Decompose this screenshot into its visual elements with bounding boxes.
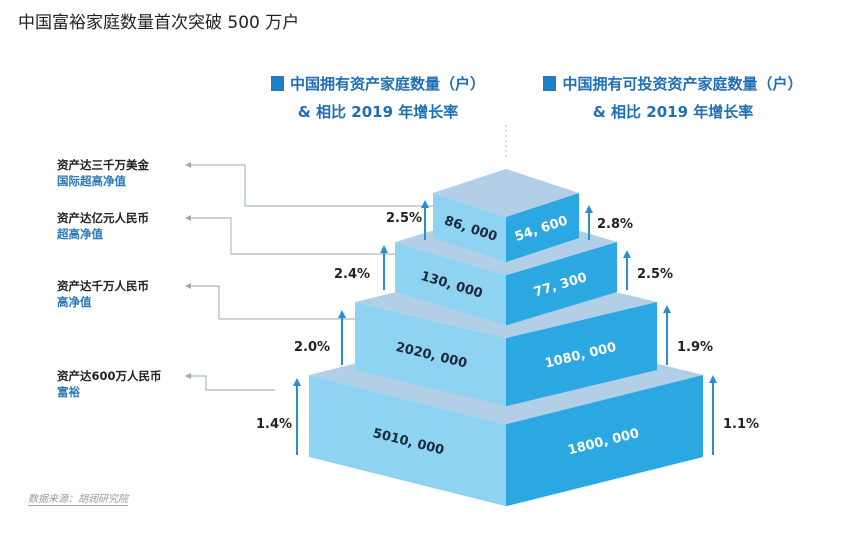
assets-growth-1: 2.4% bbox=[334, 267, 371, 282]
legend-label: 中国拥有可投资资产家庭数量（户） bbox=[562, 75, 803, 93]
tier-left-face bbox=[395, 242, 506, 326]
callout-line bbox=[191, 375, 275, 391]
legend-swatch bbox=[543, 76, 557, 91]
investable-growth-1: 2.5% bbox=[637, 267, 674, 282]
tier-right-face bbox=[506, 193, 579, 263]
arrowhead-icon bbox=[585, 205, 593, 213]
legend-investable: 中国拥有可投资资产家庭数量（户） & 相比 2019 年增长率 bbox=[528, 70, 818, 126]
tier-label-2: 资产达千万人民币 高净值 bbox=[57, 279, 149, 309]
data-source: 数据来源：胡润研究院 bbox=[28, 490, 128, 506]
legend-sublabel: & 相比 2019 年增长率 bbox=[592, 103, 754, 121]
tier-left-face bbox=[433, 193, 506, 263]
assets-growth-0: 2.5% bbox=[386, 211, 423, 226]
arrowhead-icon bbox=[421, 200, 429, 208]
page-title: 中国富裕家庭数量首次突破 500 万户 bbox=[18, 13, 300, 33]
arrowhead-icon bbox=[338, 310, 346, 318]
arrowhead-icon bbox=[709, 375, 717, 383]
tier-right-face bbox=[506, 242, 617, 326]
legend-label: 中国拥有资产家庭数量（户） bbox=[289, 75, 485, 93]
arrowhead-icon bbox=[663, 305, 671, 313]
callout-line bbox=[191, 164, 433, 207]
tier-label-3: 资产达600万人民币 富裕 bbox=[57, 369, 162, 399]
callout-line bbox=[191, 285, 355, 320]
tier-label-1: 资产达亿元人民币 超高净值 bbox=[57, 211, 149, 241]
callout-arrowhead bbox=[185, 283, 191, 289]
callout-arrowhead bbox=[185, 162, 191, 168]
investable-growth-3: 1.1% bbox=[723, 417, 760, 432]
assets-growth-2: 2.0% bbox=[294, 340, 331, 355]
tier-left-face bbox=[309, 375, 506, 507]
tier-right-face bbox=[506, 302, 657, 407]
assets-growth-3: 1.4% bbox=[256, 417, 293, 432]
tier-left-face bbox=[355, 302, 506, 407]
investable-growth-2: 1.9% bbox=[677, 340, 714, 355]
legend-swatch bbox=[270, 76, 284, 91]
callout-line bbox=[191, 217, 395, 255]
arrowhead-icon bbox=[380, 245, 388, 253]
arrowhead-icon bbox=[293, 378, 301, 386]
legend-sublabel: & 相比 2019 年增长率 bbox=[297, 103, 459, 121]
callout-arrowhead bbox=[185, 215, 191, 221]
investable-growth-0: 2.8% bbox=[597, 217, 634, 232]
callout-arrowhead bbox=[185, 373, 191, 379]
legend-assets: 中国拥有资产家庭数量（户） & 相比 2019 年增长率 bbox=[258, 70, 498, 126]
tier-right-face bbox=[506, 375, 703, 507]
tier-label-0: 资产达三千万美金 国际超高净值 bbox=[57, 158, 149, 188]
arrowhead-icon bbox=[623, 250, 631, 258]
